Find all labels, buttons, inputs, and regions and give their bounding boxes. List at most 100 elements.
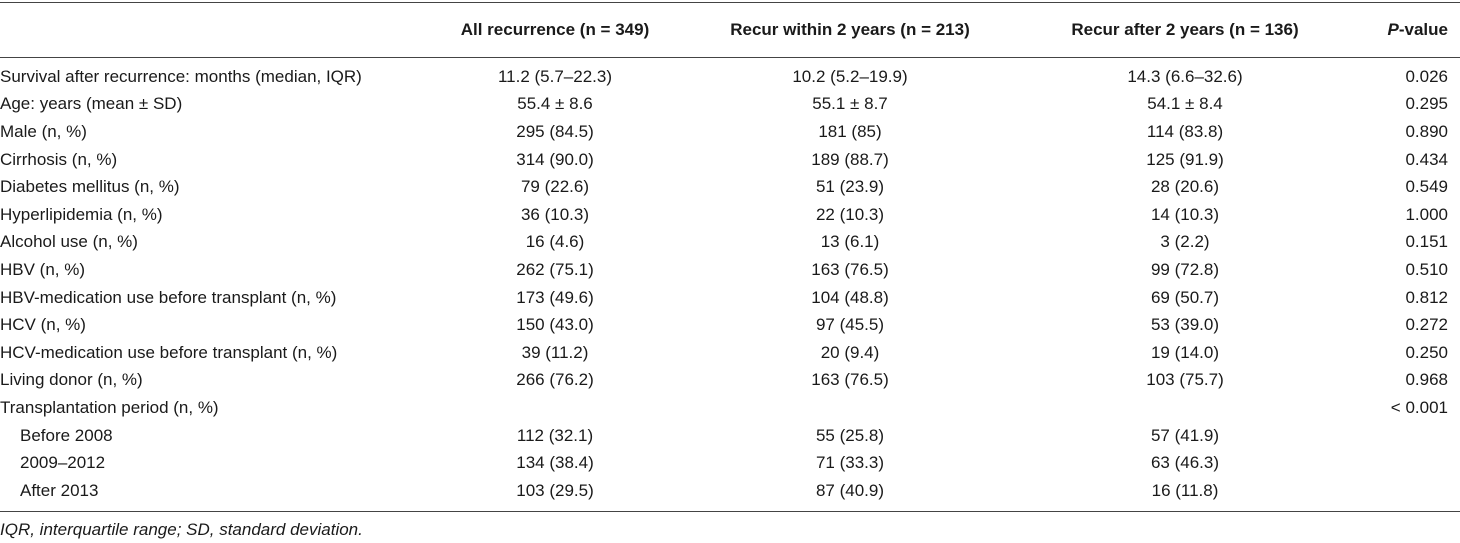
header-recur-within-2-years: Recur within 2 years (n = 213) (730, 19, 970, 39)
row-label: Living donor (n, %) (0, 370, 143, 390)
cell-recur-within-2-years: 181 (85) (818, 121, 882, 141)
cell-recur-within-2-years: 189 (88.7) (811, 149, 889, 169)
cell-recur-within-2-years: 104 (48.8) (811, 287, 889, 307)
cell-p-value: 0.026 (1405, 66, 1448, 86)
table-row: HBV-medication use before transplant (n,… (0, 284, 1460, 312)
cell-all-recurrence: 39 (11.2) (521, 342, 589, 362)
table-row: Transplantation period (n, %) < 0.001 (0, 394, 1460, 422)
cell-all-recurrence: 79 (22.6) (520, 177, 590, 197)
cell-all-recurrence: 262 (75.1) (516, 259, 594, 279)
table-row: After 2013 103 (29.5) 87 (40.9) 16 (11.8) (0, 477, 1460, 505)
recurrence-characteristics-table: All recurrence (n = 349) Recur within 2 … (0, 2, 1460, 505)
table-row: Survival after recurrence: months (media… (0, 57, 1460, 91)
cell-recur-after-2-years: 14 (10.3) (1150, 204, 1220, 224)
cell-all-recurrence: 314 (90.0) (516, 149, 594, 169)
cell-recur-after-2-years: 19 (14.0) (1150, 342, 1220, 362)
row-label: Survival after recurrence: months (media… (0, 66, 362, 86)
cell-recur-after-2-years: 114 (83.8) (1146, 121, 1224, 141)
cell-p-value: 0.968 (1405, 370, 1448, 390)
cell-recur-after-2-years: 14.3 (6.6–32.6) (1127, 66, 1243, 86)
cell-recur-after-2-years: 16 (11.8) (1151, 480, 1219, 500)
cell-recur-after-2-years: 3 (2.2) (1160, 232, 1210, 252)
row-label: Age: years (mean ± SD) (0, 94, 183, 114)
cell-p-value: < 0.001 (1390, 397, 1448, 417)
row-label: Male (n, %) (0, 121, 87, 141)
cell-recur-after-2-years: 57 (41.9) (1150, 425, 1220, 445)
row-label: Before 2008 (20, 425, 113, 445)
cell-p-value (1350, 422, 1460, 450)
cell-all-recurrence: 134 (38.4) (516, 453, 594, 473)
row-label: Diabetes mellitus (n, %) (0, 177, 180, 197)
table-footnote: IQR, interquartile range; SD, standard d… (0, 520, 363, 539)
header-recur-after-2-years: Recur after 2 years (n = 136) (1071, 19, 1299, 39)
table-row: Alcohol use (n, %) 16 (4.6) 13 (6.1) 3 (2.2… (0, 229, 1460, 257)
table-row: Hyperlipidemia (n, %) 36 (10.3) 22 (10.3) 1… (0, 201, 1460, 229)
cell-p-value: 0.549 (1405, 177, 1448, 197)
cell-recur-after-2-years: 69 (50.7) (1150, 287, 1220, 307)
cell-p-value: 0.890 (1405, 121, 1448, 141)
cell-recur-within-2-years: 87 (40.9) (815, 480, 885, 500)
cell-recur-within-2-years: 55.1 ± 8.7 (812, 94, 888, 114)
header-row: All recurrence (n = 349) Recur within 2 … (0, 2, 1460, 57)
cell-recur-after-2-years: 125 (91.9) (1146, 149, 1224, 169)
cell-recur-within-2-years: 10.2 (5.2–19.9) (792, 66, 908, 86)
table-header: All recurrence (n = 349) Recur within 2 … (0, 2, 1460, 57)
row-label: After 2013 (20, 480, 99, 500)
row-label: HBV-medication use before transplant (n,… (0, 287, 337, 307)
table-row: Male (n, %) 295 (84.5) 181 (85) 114 (83.8) 0… (0, 118, 1460, 146)
cell-recur-within-2-years: 163 (76.5) (811, 370, 889, 390)
header-characteristic (0, 2, 430, 57)
cell-all-recurrence: 173 (49.6) (516, 287, 594, 307)
table-row: Living donor (n, %) 266 (76.2) 163 (76.5) 1… (0, 367, 1460, 395)
table-row: HCV-medication use before transplant (n,… (0, 339, 1460, 367)
cell-recur-after-2-years (1020, 394, 1350, 422)
cell-all-recurrence: 112 (32.1) (516, 425, 594, 445)
header-p-suffix: -value (1398, 19, 1448, 39)
table-row: Cirrhosis (n, %) 314 (90.0) 189 (88.7) 125 … (0, 146, 1460, 174)
cell-p-value: 0.295 (1405, 94, 1448, 114)
row-label: Cirrhosis (n, %) (0, 149, 118, 169)
row-label: Hyperlipidemia (n, %) (0, 204, 163, 224)
cell-all-recurrence: 295 (84.5) (516, 121, 594, 141)
row-label: HCV-medication use before transplant (n,… (0, 342, 338, 362)
cell-recur-within-2-years: 51 (23.9) (815, 177, 885, 197)
header-p-italic: P (1387, 19, 1399, 39)
row-label: 2009–2012 (20, 453, 106, 473)
cell-recur-within-2-years: 13 (6.1) (820, 232, 880, 252)
header-all-recurrence: All recurrence (n = 349) (460, 19, 650, 39)
cell-recur-within-2-years: 55 (25.8) (815, 425, 885, 445)
cell-p-value: 0.812 (1405, 287, 1448, 307)
cell-recur-after-2-years: 99 (72.8) (1150, 259, 1220, 279)
cell-recur-within-2-years: 22 (10.3) (815, 204, 885, 224)
table-row: HCV (n, %) 150 (43.0) 97 (45.5) 53 (39.0) 0.… (0, 311, 1460, 339)
cell-recur-after-2-years: 103 (75.7) (1146, 370, 1224, 390)
cell-all-recurrence (430, 394, 680, 422)
row-label: HBV (n, %) (0, 259, 86, 279)
cell-p-value: 0.434 (1405, 149, 1448, 169)
cell-p-value: 0.510 (1405, 259, 1448, 279)
cell-p-value (1350, 477, 1460, 505)
table-row: Before 2008 112 (32.1) 55 (25.8) 57 (41.9) (0, 422, 1460, 450)
cell-p-value: 1.000 (1405, 204, 1448, 224)
cell-p-value: 0.151 (1405, 232, 1448, 252)
cell-recur-after-2-years: 54.1 ± 8.4 (1147, 94, 1223, 114)
cell-recur-after-2-years: 63 (46.3) (1150, 453, 1220, 473)
cell-p-value: 0.272 (1405, 315, 1448, 335)
table-row: Diabetes mellitus (n, %) 79 (22.6) 51 (23.… (0, 173, 1460, 201)
table-row: HBV (n, %) 262 (75.1) 163 (76.5) 99 (72.8) 0… (0, 256, 1460, 284)
table-row: Age: years (mean ± SD) 55.4 ± 8.6 55.1 ± 8… (0, 91, 1460, 119)
cell-all-recurrence: 103 (29.5) (516, 480, 594, 500)
row-label: Transplantation period (n, %) (0, 397, 219, 417)
bottom-rule (0, 511, 1460, 512)
top-rule (0, 2, 1460, 3)
cell-recur-within-2-years: 163 (76.5) (811, 259, 889, 279)
cell-all-recurrence: 16 (4.6) (525, 232, 585, 252)
cell-p-value (1350, 449, 1460, 477)
row-label: HCV (n, %) (0, 315, 86, 335)
cell-recur-within-2-years (680, 394, 1020, 422)
cell-all-recurrence: 266 (76.2) (516, 370, 594, 390)
cell-recur-after-2-years: 53 (39.0) (1150, 315, 1220, 335)
cell-all-recurrence: 11.2 (5.7–22.3) (497, 66, 613, 86)
header-p-value: P-value (1350, 2, 1460, 57)
cell-recur-within-2-years: 97 (45.5) (815, 315, 885, 335)
